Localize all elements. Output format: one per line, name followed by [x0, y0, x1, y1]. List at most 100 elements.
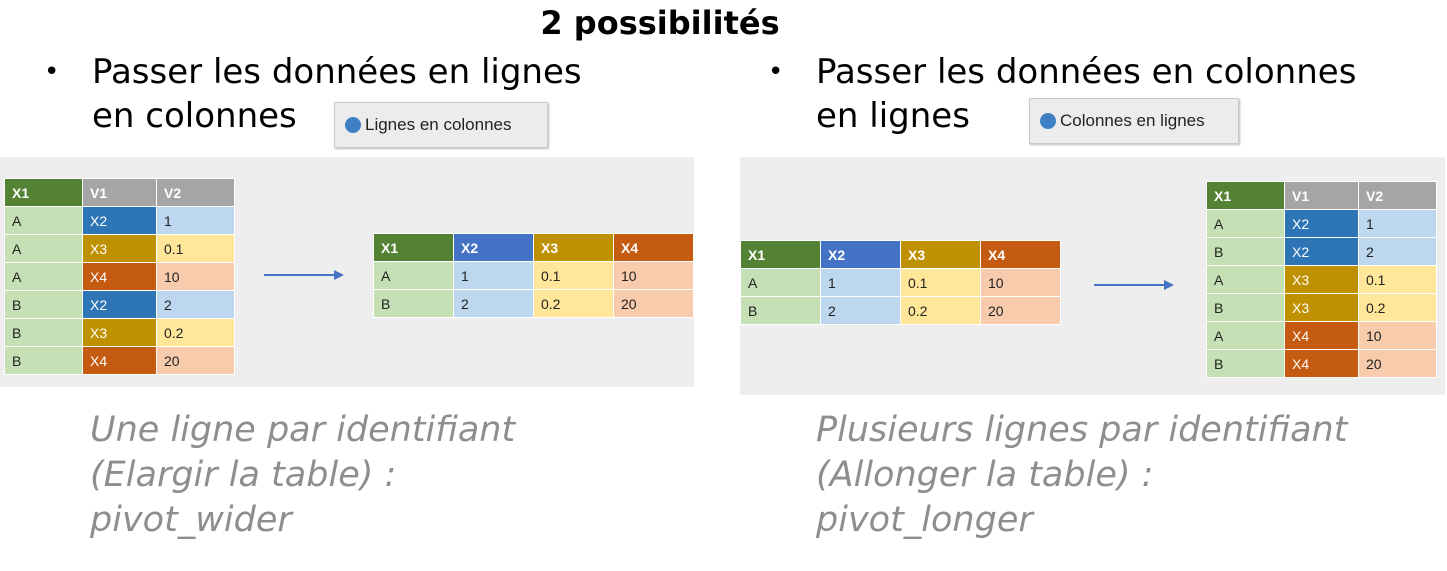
table-row: B X3 0.2	[4, 318, 235, 347]
column-header-v2: V2	[156, 178, 235, 207]
table-cell: X2	[1284, 237, 1359, 266]
column-header-x3: X3	[900, 240, 981, 269]
right-arrow-icon	[1094, 280, 1174, 290]
table-header-row: X1 X2 X3 X4	[373, 233, 694, 262]
table-cell: 10	[1358, 321, 1437, 350]
table-row: B X3 0.2	[1206, 293, 1437, 322]
table-cell: X3	[1284, 265, 1359, 294]
column-header-x2: X2	[453, 233, 534, 262]
table-cell: 0.1	[533, 261, 614, 290]
right-bullet-line1: Passer les données en colonnes	[816, 52, 1357, 92]
table-cell: X4	[1284, 321, 1359, 350]
table-row: A X2 1	[1206, 209, 1437, 238]
colonnes-en-lignes-label: Colonnes en lignes	[1060, 111, 1205, 130]
colonnes-en-lignes-button[interactable]: Colonnes en lignes	[1029, 98, 1239, 144]
table-cell: X4	[82, 346, 157, 375]
table-row: A X4 10	[1206, 321, 1437, 350]
column-header-x1: X1	[4, 178, 83, 207]
table-cell: A	[1206, 209, 1285, 238]
right-caption-line3: pivot_longer	[816, 500, 1033, 540]
table-cell: 0.2	[1358, 293, 1437, 322]
column-header-v2: V2	[1358, 181, 1437, 210]
table-cell: B	[4, 346, 83, 375]
table-cell: 2	[453, 289, 534, 318]
table-cell: X2	[82, 206, 157, 235]
table-cell: B	[740, 296, 821, 325]
table-header-row: X1 V1 V2	[4, 178, 235, 207]
table-cell: 20	[1358, 349, 1437, 378]
table-row: B X2 2	[4, 290, 235, 319]
table-cell: 0.1	[1358, 265, 1437, 294]
bullet-dot: •	[768, 57, 784, 87]
right-caption-line2: (Allonger la table) :	[816, 455, 1154, 495]
table-cell: X2	[1284, 209, 1359, 238]
table-cell: X3	[82, 318, 157, 347]
table-cell: 2	[156, 290, 235, 319]
table-cell: A	[4, 262, 83, 291]
lignes-en-colonnes-label: Lignes en colonnes	[365, 115, 512, 134]
table-header-row: X1 V1 V2	[1206, 181, 1437, 210]
left-caption-line2: (Elargir la table) :	[90, 455, 397, 495]
table-header-row: X1 X2 X3 X4	[740, 240, 1061, 269]
left-wide-table: X1 X2 X3 X4 A 1 0.1 10 B 2 0.2 20	[373, 233, 694, 318]
table-cell: 1	[156, 206, 235, 235]
table-cell: X2	[82, 290, 157, 319]
table-cell: B	[1206, 349, 1285, 378]
column-header-x4: X4	[613, 233, 694, 262]
table-cell: A	[1206, 265, 1285, 294]
column-header-v1: V1	[82, 178, 157, 207]
column-header-x1: X1	[1206, 181, 1285, 210]
right-bullet: • Passer les données en colonnes en lign…	[768, 50, 1357, 138]
table-cell: X4	[1284, 349, 1359, 378]
bullet-dot: •	[44, 57, 60, 87]
table-cell: B	[4, 290, 83, 319]
column-header-v1: V1	[1284, 181, 1359, 210]
right-caption: Plusieurs lignes par identifiant (Allong…	[816, 408, 1347, 543]
left-long-table: X1 V1 V2 A X2 1 A X3 0.1 A X4 10 B X2 2 B X3 0.2 B X4 20	[4, 178, 235, 375]
table-row: A X3 0.1	[1206, 265, 1437, 294]
column-header-x3: X3	[533, 233, 614, 262]
table-row: A 1 0.1 10	[373, 261, 694, 290]
table-cell: X4	[82, 262, 157, 291]
table-cell: 0.1	[156, 234, 235, 263]
lignes-en-colonnes-button[interactable]: Lignes en colonnes	[334, 102, 548, 148]
table-row: B X4 20	[1206, 349, 1437, 378]
table-cell: 0.1	[900, 268, 981, 297]
table-cell: B	[4, 318, 83, 347]
left-bullet: • Passer les données en lignes en colonn…	[44, 50, 582, 138]
radio-circle-icon	[1040, 113, 1056, 129]
page-title: 2 possibilités	[540, 4, 780, 42]
table-cell: 10	[980, 268, 1061, 297]
table-cell: 10	[156, 262, 235, 291]
left-caption: Une ligne par identifiant (Elargir la ta…	[90, 408, 515, 543]
table-cell: B	[1206, 237, 1285, 266]
table-cell: 20	[980, 296, 1061, 325]
table-row: B 2 0.2 20	[373, 289, 694, 318]
column-header-x2: X2	[820, 240, 901, 269]
table-row: A 1 0.1 10	[740, 268, 1061, 297]
left-caption-line3: pivot_wider	[90, 500, 292, 540]
radio-circle-icon	[345, 117, 361, 133]
table-cell: 20	[613, 289, 694, 318]
table-row: A X4 10	[4, 262, 235, 291]
table-row: B X2 2	[1206, 237, 1437, 266]
left-arrow-icon	[264, 270, 344, 280]
right-caption-line1: Plusieurs lignes par identifiant	[816, 410, 1348, 450]
table-cell: 2	[1358, 237, 1437, 266]
table-cell: 2	[820, 296, 901, 325]
column-header-x1: X1	[740, 240, 821, 269]
table-cell: 1	[453, 261, 534, 290]
column-header-x4: X4	[980, 240, 1061, 269]
table-row: B 2 0.2 20	[740, 296, 1061, 325]
right-long-table: X1 V1 V2 A X2 1 B X2 2 A X3 0.1 B X3 0.2 A X4 10 B X4 20	[1206, 181, 1437, 378]
left-bullet-line2: en colonnes	[92, 96, 297, 136]
table-cell: A	[1206, 321, 1285, 350]
table-cell: A	[4, 234, 83, 263]
right-wide-table: X1 X2 X3 X4 A 1 0.1 10 B 2 0.2 20	[740, 240, 1061, 325]
table-cell: A	[740, 268, 821, 297]
table-cell: 10	[613, 261, 694, 290]
table-cell: 20	[156, 346, 235, 375]
table-cell: A	[4, 206, 83, 235]
column-header-x1: X1	[373, 233, 454, 262]
table-cell: X3	[1284, 293, 1359, 322]
